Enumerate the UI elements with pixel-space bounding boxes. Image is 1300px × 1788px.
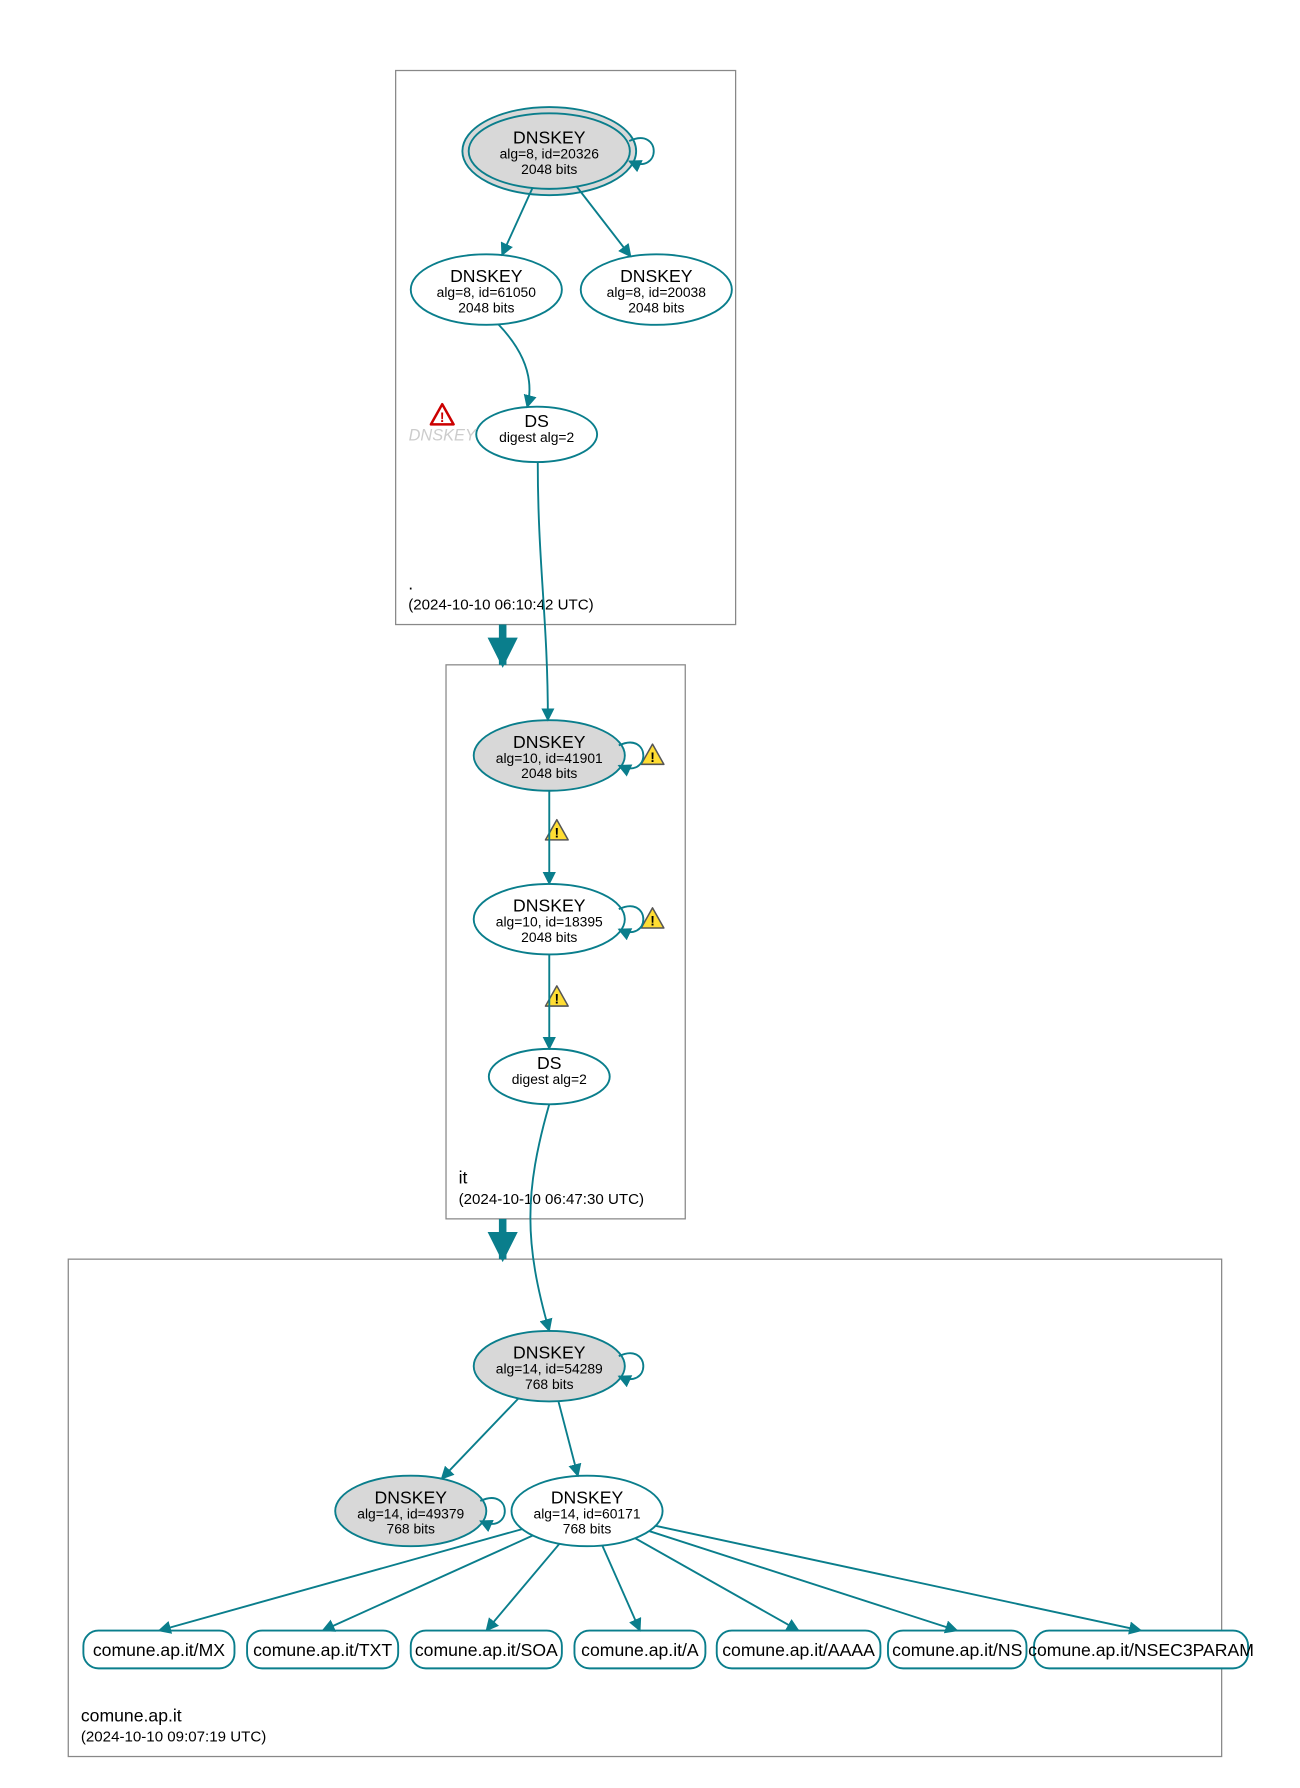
- svg-text:DNSKEY: DNSKEY: [513, 128, 586, 148]
- svg-text:DNSKEY: DNSKEY: [450, 266, 523, 286]
- edge: [577, 187, 631, 257]
- svg-text:comune.ap.it/NS: comune.ap.it/NS: [892, 1640, 1022, 1660]
- zone-label-root: .: [408, 573, 413, 593]
- svg-text:comune.ap.it/TXT: comune.ap.it/TXT: [253, 1640, 392, 1660]
- svg-text:comune.ap.it/AAAA: comune.ap.it/AAAA: [722, 1640, 875, 1660]
- svg-text:768 bits: 768 bits: [387, 1521, 436, 1537]
- edge: [159, 1529, 522, 1631]
- svg-text:768 bits: 768 bits: [563, 1521, 612, 1537]
- rr_soa: comune.ap.it/SOA: [411, 1631, 562, 1669]
- edge-cross-zone: [538, 462, 548, 720]
- svg-text:!: !: [440, 409, 445, 425]
- svg-text:comune.ap.it/A: comune.ap.it/A: [581, 1640, 699, 1660]
- svg-text:alg=14, id=60171: alg=14, id=60171: [534, 1506, 641, 1522]
- svg-text:alg=10, id=18395: alg=10, id=18395: [496, 914, 603, 930]
- svg-text:!: !: [650, 912, 655, 928]
- svg-text:DNSKEY: DNSKEY: [513, 732, 586, 752]
- svg-text:768 bits: 768 bits: [525, 1376, 574, 1392]
- svg-text:comune.ap.it/MX: comune.ap.it/MX: [93, 1640, 225, 1660]
- node-leaf_zsk1: DNSKEYalg=14, id=49379768 bits: [335, 1476, 486, 1547]
- svg-text:DS: DS: [537, 1053, 561, 1073]
- svg-text:DNSKEY: DNSKEY: [375, 1487, 448, 1507]
- rr_txt: comune.ap.it/TXT: [247, 1631, 398, 1669]
- zone-timestamp-leaf: (2024-10-10 09:07:19 UTC): [81, 1728, 266, 1745]
- edge-cross-zone: [530, 1104, 549, 1331]
- edge: [486, 1544, 559, 1631]
- svg-text:!: !: [555, 824, 560, 840]
- edge: [498, 324, 529, 407]
- error-icon: !: [431, 404, 454, 425]
- svg-text:DNSKEY: DNSKEY: [513, 896, 586, 916]
- svg-text:alg=8, id=20038: alg=8, id=20038: [607, 284, 707, 300]
- svg-text:2048 bits: 2048 bits: [521, 161, 577, 177]
- svg-text:comune.ap.it/SOA: comune.ap.it/SOA: [415, 1640, 558, 1660]
- svg-text:digest alg=2: digest alg=2: [499, 429, 574, 445]
- node-it_ksk: DNSKEYalg=10, id=419012048 bits: [474, 720, 625, 791]
- zone-label-leaf: comune.ap.it: [81, 1705, 182, 1725]
- rr_a: comune.ap.it/A: [574, 1631, 705, 1669]
- ghost-dnskey: DNSKEY: [409, 427, 477, 445]
- svg-text:comune.ap.it/NSEC3PARAM: comune.ap.it/NSEC3PARAM: [1028, 1640, 1254, 1660]
- svg-text:alg=14, id=49379: alg=14, id=49379: [357, 1506, 464, 1522]
- svg-text:DNSKEY: DNSKEY: [620, 266, 693, 286]
- edge: [323, 1536, 533, 1631]
- node-root_ds: DSdigest alg=2: [476, 407, 597, 462]
- node-root_zsk2: DNSKEYalg=8, id=200382048 bits: [581, 254, 732, 325]
- svg-text:alg=8, id=61050: alg=8, id=61050: [437, 284, 537, 300]
- node-root_ksk: DNSKEYalg=8, id=203262048 bits: [462, 107, 636, 195]
- warning-icon: !: [641, 908, 664, 929]
- zone-timestamp-root: (2024-10-10 06:10:42 UTC): [408, 596, 593, 613]
- svg-text:!: !: [555, 991, 560, 1007]
- node-leaf_zsk2: DNSKEYalg=14, id=60171768 bits: [511, 1476, 662, 1547]
- rr_ns: comune.ap.it/NS: [888, 1631, 1027, 1669]
- svg-text:2048 bits: 2048 bits: [521, 765, 577, 781]
- edge: [502, 188, 532, 255]
- svg-text:2048 bits: 2048 bits: [628, 299, 684, 315]
- rr_aaaa: comune.ap.it/AAAA: [717, 1631, 881, 1669]
- zone-label-it: it: [459, 1168, 468, 1188]
- rr_nsec3: comune.ap.it/NSEC3PARAM: [1028, 1631, 1254, 1669]
- node-it_zsk: DNSKEYalg=10, id=183952048 bits: [474, 884, 625, 955]
- node-it_ds: DSdigest alg=2: [489, 1049, 610, 1104]
- edge: [656, 1526, 1141, 1631]
- rr_mx: comune.ap.it/MX: [83, 1631, 234, 1669]
- warning-icon: !: [641, 744, 664, 765]
- svg-text:alg=8, id=20326: alg=8, id=20326: [500, 146, 600, 162]
- node-leaf_ksk: DNSKEYalg=14, id=54289768 bits: [474, 1331, 625, 1402]
- svg-text:DNSKEY: DNSKEY: [513, 1343, 586, 1363]
- svg-text:digest alg=2: digest alg=2: [512, 1071, 587, 1087]
- svg-text:DNSKEY: DNSKEY: [551, 1487, 624, 1507]
- edge: [442, 1398, 519, 1478]
- svg-text:!: !: [650, 749, 655, 765]
- node-root_zsk1: DNSKEYalg=8, id=610502048 bits: [411, 254, 562, 325]
- zone-timestamp-it: (2024-10-10 06:47:30 UTC): [459, 1191, 644, 1208]
- svg-text:DS: DS: [524, 411, 548, 431]
- svg-text:2048 bits: 2048 bits: [521, 929, 577, 945]
- edge: [602, 1546, 640, 1631]
- edge: [558, 1401, 578, 1476]
- svg-text:alg=14, id=54289: alg=14, id=54289: [496, 1361, 603, 1377]
- svg-text:2048 bits: 2048 bits: [458, 299, 514, 315]
- svg-text:alg=10, id=41901: alg=10, id=41901: [496, 750, 603, 766]
